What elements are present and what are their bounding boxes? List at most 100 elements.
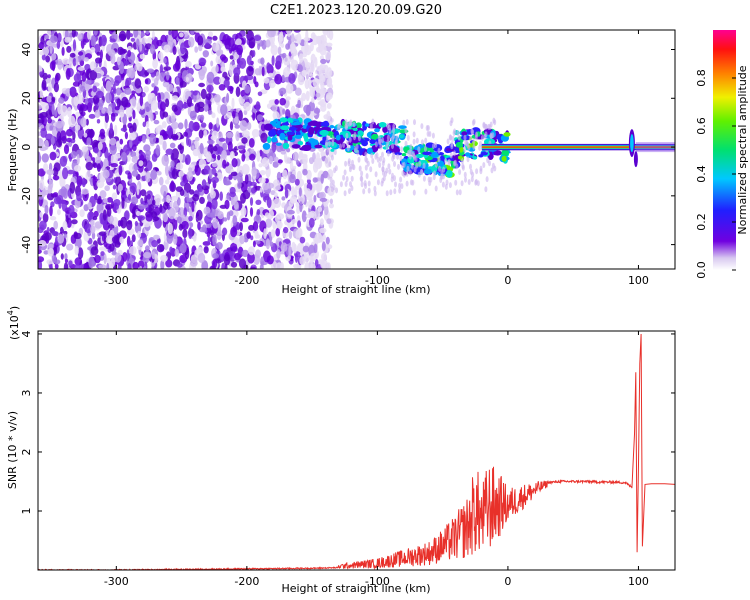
noise-blob (239, 57, 247, 69)
halo-blob (449, 152, 453, 159)
noise-blob (322, 234, 326, 241)
noise-blob (95, 90, 104, 99)
halo-blob (480, 134, 484, 141)
noise-blob (252, 240, 256, 248)
noise-blob (261, 39, 267, 50)
noise-blob (115, 140, 121, 149)
noise-blob (203, 165, 211, 175)
spectrogram-y-label: Frequency (Hz) (6, 109, 19, 192)
noise-blob (157, 92, 161, 103)
noise-blob (47, 117, 52, 124)
noise-blob (54, 259, 61, 265)
spectrogram-frame (37, 29, 676, 270)
halo-blob (414, 156, 418, 162)
halo-blob (367, 187, 371, 194)
noise-blob (179, 188, 185, 196)
noise-blob (190, 30, 195, 36)
signal-blob (274, 118, 279, 123)
signal-blob (480, 151, 488, 156)
signal-blob (266, 136, 272, 144)
noise-blob (294, 186, 298, 198)
snr-x-label: Height of straight line (km) (281, 582, 430, 595)
noise-blob (62, 167, 69, 180)
noise-blob (280, 150, 287, 155)
noise-blob (239, 235, 245, 245)
noise-blob (91, 232, 96, 240)
noise-blob (71, 30, 76, 38)
noise-blob (129, 33, 133, 38)
noise-blob (86, 137, 92, 146)
noise-blob (319, 218, 324, 226)
noise-blob (302, 52, 307, 58)
noise-blob (206, 231, 211, 238)
noise-blob (261, 157, 269, 168)
noise-blob (246, 231, 251, 239)
noise-blob (272, 111, 280, 120)
noise-blob (90, 46, 96, 53)
noise-blob (241, 163, 250, 175)
noise-blob (153, 119, 160, 125)
noise-blob (197, 252, 206, 263)
noise-blob (226, 92, 230, 103)
noise-blob (212, 35, 218, 41)
halo-blob (400, 146, 404, 153)
halo-blob (490, 167, 494, 174)
noise-blob (194, 102, 201, 113)
halo-blob (396, 153, 400, 160)
y-tick-label: 0 (20, 144, 33, 151)
noise-blob (248, 246, 255, 256)
noise-blob (118, 30, 127, 42)
noise-blob (319, 44, 327, 56)
y-tick-label: -20 (20, 187, 33, 205)
noise-blob (108, 128, 115, 140)
noise-blob (45, 55, 50, 63)
noise-blob (208, 122, 213, 130)
noise-blob (132, 109, 136, 120)
halo-blob (357, 135, 361, 142)
noise-blob (218, 84, 226, 91)
noise-blob (117, 262, 122, 269)
noise-blob (171, 153, 175, 161)
noise-blob (118, 164, 123, 176)
noise-blob (273, 156, 279, 162)
noise-blob (161, 121, 167, 129)
noise-blob (263, 77, 270, 84)
halo-blob (345, 132, 349, 139)
noise-blob (305, 90, 310, 102)
noise-blob (71, 219, 78, 225)
noise-blob (75, 124, 81, 131)
noise-blob (46, 259, 54, 265)
noise-blob (170, 160, 175, 168)
noise-blob (68, 204, 75, 216)
noise-blob (246, 55, 252, 66)
noise-blob (308, 260, 313, 269)
noise-blob (94, 109, 101, 119)
noise-blob (216, 242, 223, 250)
halo-blob (448, 182, 452, 189)
noise-blob (266, 182, 275, 189)
noise-blob (189, 259, 198, 267)
noise-blob (243, 237, 249, 243)
noise-blob (59, 155, 68, 167)
noise-blob (43, 163, 49, 172)
noise-blob (176, 100, 184, 111)
noise-blob (251, 166, 257, 177)
noise-blob (52, 192, 59, 198)
noise-blob (144, 194, 148, 204)
noise-blob (191, 200, 195, 212)
noise-blob (85, 118, 89, 126)
noise-blob (223, 217, 228, 222)
halo-blob (420, 139, 424, 146)
noise-blob (202, 224, 207, 233)
halo-blob (334, 165, 338, 172)
noise-blob (323, 200, 329, 207)
noise-blob (310, 73, 314, 78)
halo-blob (364, 156, 368, 163)
noise-blob (49, 151, 57, 161)
noise-blob (46, 192, 55, 201)
y-tick-label: 1 (20, 508, 33, 515)
noise-blob (74, 236, 82, 249)
noise-blob (197, 35, 204, 46)
signal-blob (357, 130, 364, 136)
noise-blob (72, 39, 77, 52)
